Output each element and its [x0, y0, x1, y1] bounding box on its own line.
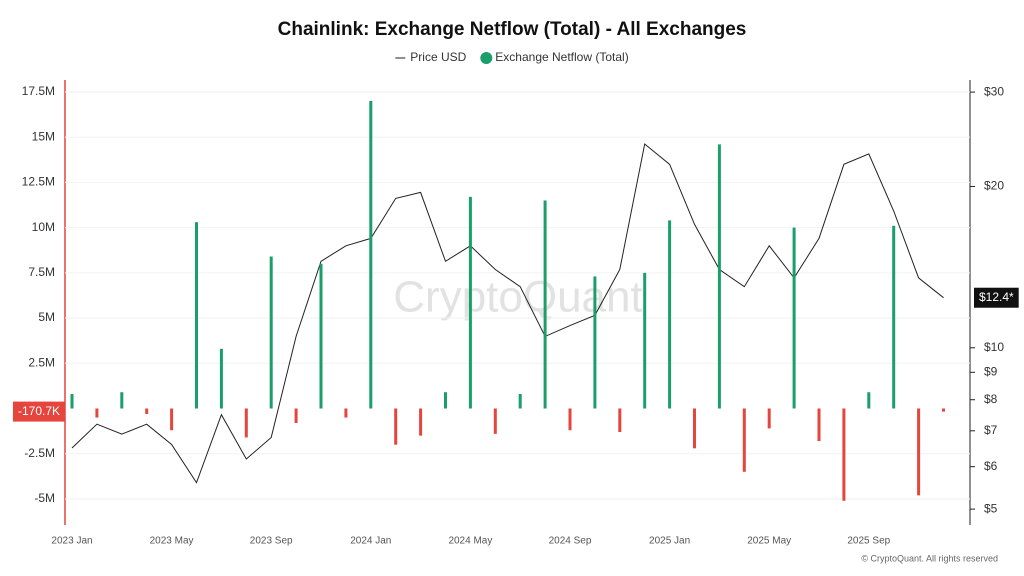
netflow-bar	[70, 394, 74, 409]
netflow-bar	[244, 408, 248, 438]
y-tick-label: 10M	[32, 220, 55, 234]
netflow-bar	[817, 408, 821, 442]
annotation-label: $12.4*	[979, 290, 1014, 304]
netflow-bar	[145, 408, 149, 414]
netflow-bar	[419, 408, 423, 436]
footer: © CryptoQuant. All rights reserved	[861, 553, 998, 563]
y2-tick-label: $10	[984, 340, 1004, 354]
legend-label: Exchange Netflow (Total)	[495, 50, 628, 64]
netflow-bar	[767, 408, 771, 429]
y-tick-label: 12.5M	[22, 175, 55, 189]
price-line	[71, 143, 944, 484]
value-annotation: -170.7K	[12, 401, 65, 422]
y-tick-label: 5M	[38, 310, 55, 324]
value-annotation: $12.4*	[974, 287, 1019, 308]
x-tick-label: 2023 May	[150, 536, 194, 547]
x-tick-label: 2025 Sep	[847, 536, 890, 547]
netflow-bar	[444, 392, 447, 409]
netflow-bar	[344, 408, 348, 418]
legend: Price USD Exchange Netflow (Total)	[395, 50, 629, 64]
watermark: CryptoQuant	[393, 273, 642, 322]
netflow-bar	[195, 222, 198, 409]
chart-title: Chainlink: Exchange Netflow (Total) - Al…	[278, 19, 747, 40]
y-tick-label: 7.5M	[28, 265, 55, 279]
netflow-bar	[319, 263, 323, 409]
netflow-bar	[543, 200, 547, 409]
netflow-bar	[568, 408, 572, 431]
y-tick-label: -5M	[34, 491, 55, 505]
y-tick-label: -2.5M	[24, 446, 55, 460]
annotation-label: -170.7K	[18, 404, 60, 418]
netflow-bar	[294, 408, 298, 423]
y-tick-label: 15M	[32, 129, 55, 143]
netflow-bar	[269, 256, 273, 409]
netflow-bar	[170, 408, 174, 431]
y2-tick-label: $9	[984, 364, 998, 378]
y-tick-label: 17.5M	[22, 84, 55, 98]
netflow-bar	[693, 408, 696, 449]
x-tick-label: 2024 Jan	[350, 536, 391, 547]
x-tick-label: 2023 Sep	[250, 536, 293, 547]
y2-tick-label: $20	[984, 179, 1004, 193]
netflow-bar	[518, 394, 522, 409]
netflow-bar	[917, 408, 921, 496]
x-tick-label: 2025 Jan	[649, 536, 690, 547]
netflow-bar	[95, 408, 99, 418]
netflow-bar	[219, 348, 223, 409]
y2-tick-label: $5	[984, 501, 998, 515]
netflow-bar	[468, 196, 472, 409]
annotation-box	[974, 287, 1019, 308]
netflow-bar	[842, 408, 846, 501]
y2-tick-label: $6	[984, 459, 998, 473]
netflow-bar	[742, 408, 746, 472]
y2-tick-label: $7	[984, 423, 998, 437]
netflow-bar	[792, 227, 796, 409]
y-tick-label: 2.5M	[28, 355, 55, 369]
netflow-bar	[668, 220, 672, 409]
annotation-box	[12, 401, 65, 422]
x-tick-label: 2025 May	[747, 536, 791, 547]
y2-tick-label: $8	[984, 392, 998, 406]
netflow-bar	[493, 408, 497, 434]
netflow-bar	[892, 225, 896, 409]
netflow-bar	[867, 392, 871, 409]
netflow-bar	[643, 272, 647, 409]
legend-dot	[480, 52, 493, 64]
x-tick-label: 2024 Sep	[549, 536, 592, 547]
netflow-bar	[618, 408, 622, 433]
netflow-bar	[593, 276, 597, 409]
y2-tick-label: $30	[984, 84, 1004, 98]
legend-label: Price USD	[410, 50, 466, 64]
netflow-bar	[369, 100, 373, 409]
x-tick-label: 2024 May	[448, 536, 492, 547]
x-tick-label: 2023 Jan	[51, 536, 92, 547]
netflow-bar	[394, 408, 398, 445]
netflow-bar	[120, 392, 124, 409]
netflow-bar	[942, 408, 945, 412]
netflow-bar	[717, 144, 721, 409]
